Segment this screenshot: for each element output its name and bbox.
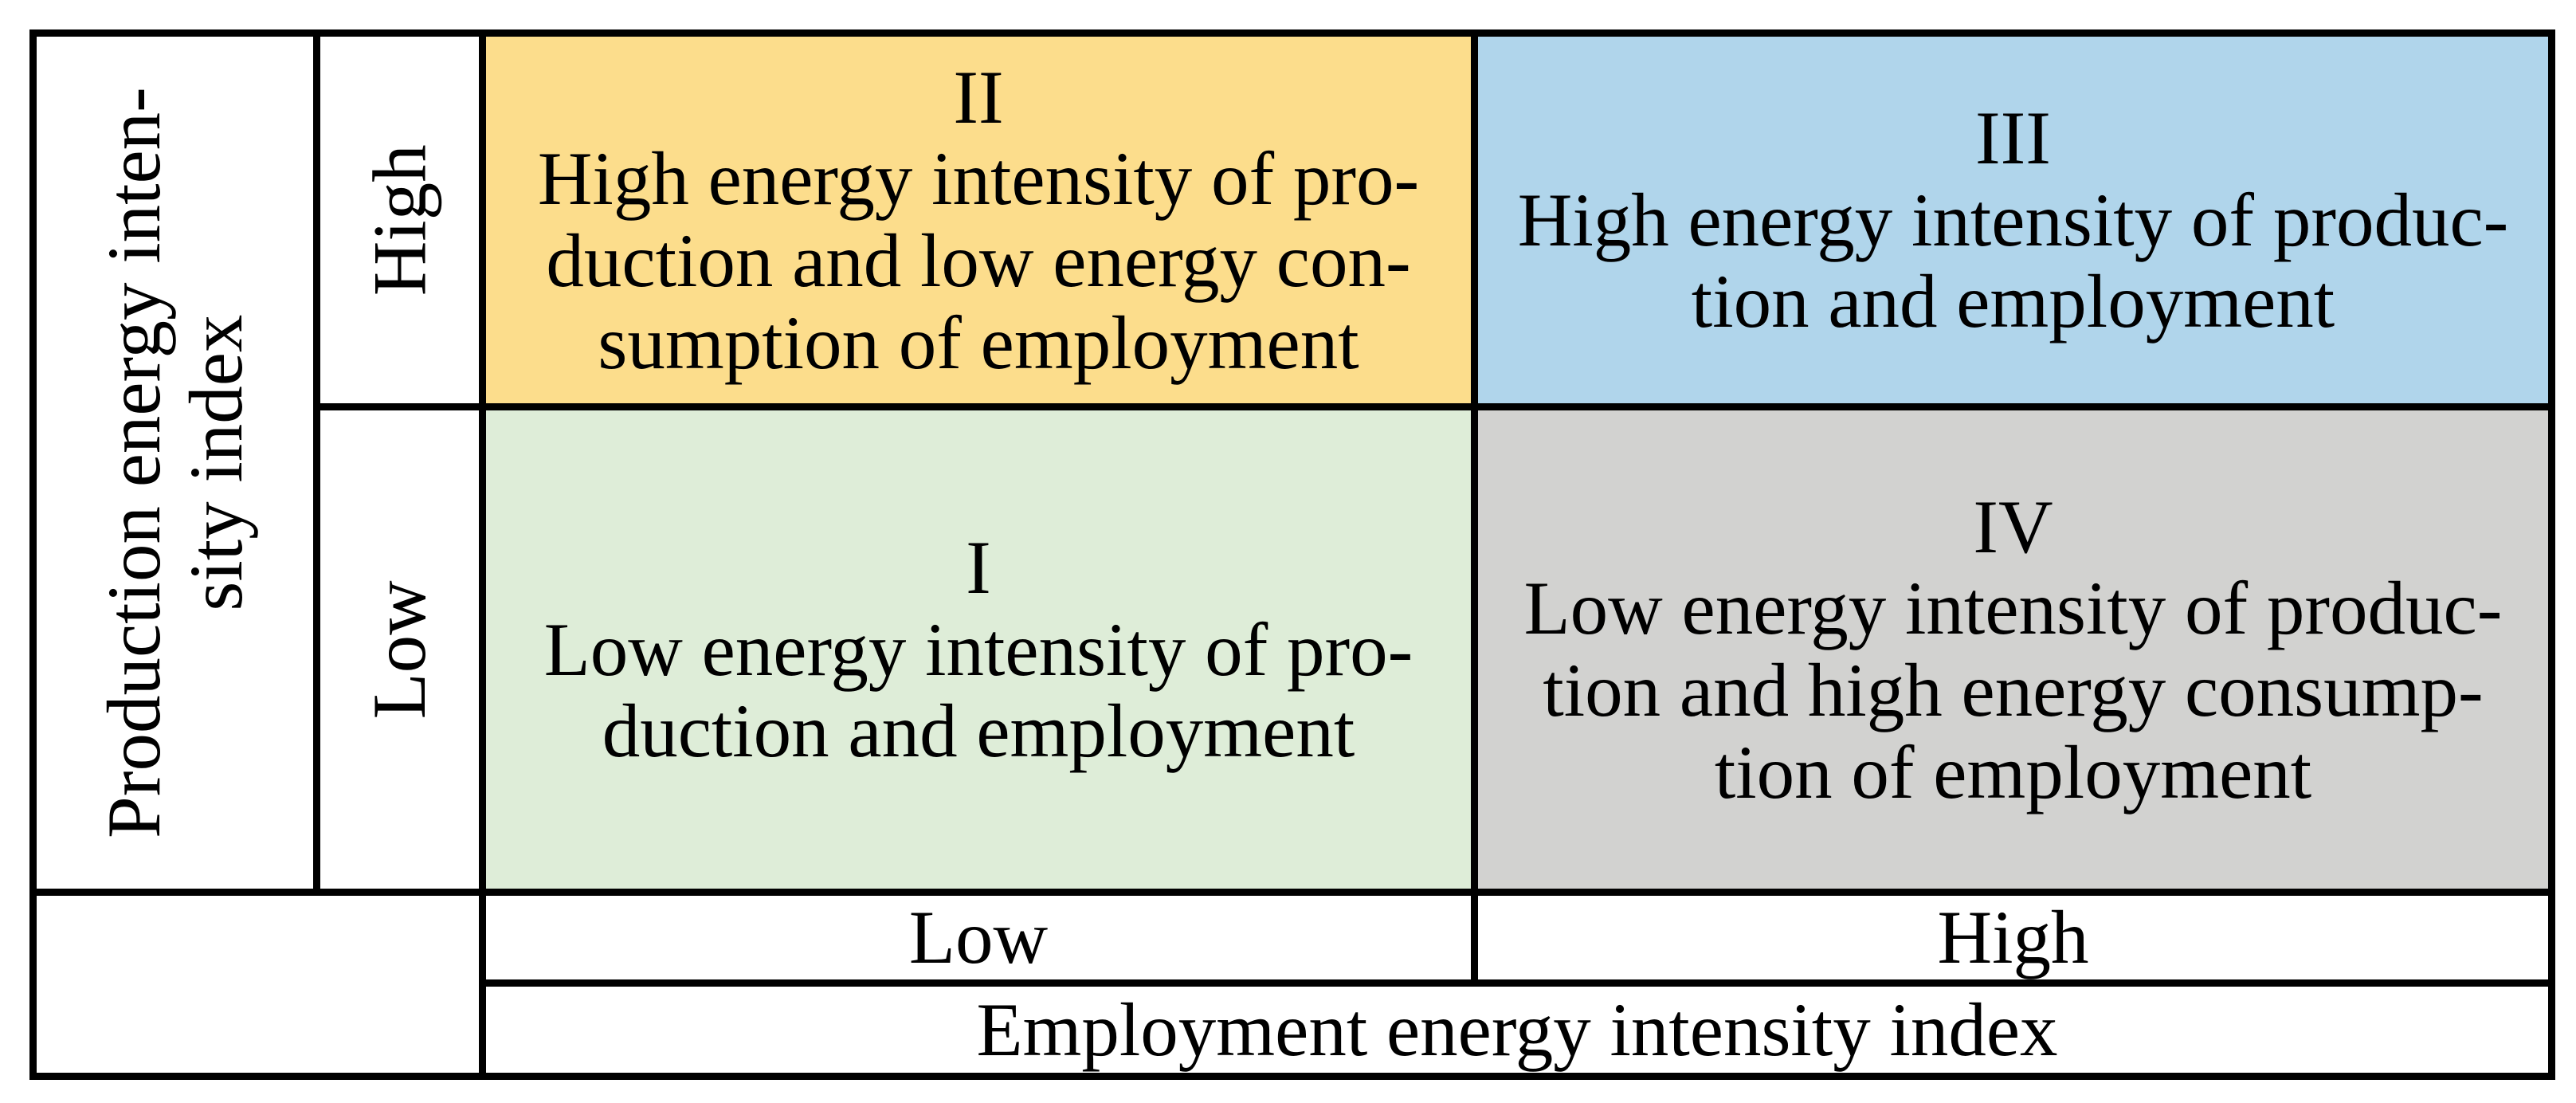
y-axis-title: Production energy inten- sity index — [91, 87, 258, 838]
y-axis-title-cell: Production energy inten- sity index — [37, 37, 313, 889]
quadrant-i-numeral: I — [966, 525, 991, 610]
quadrant-i-cell: I Low energy intensity of pro- duction a… — [486, 410, 1471, 889]
quadrant-matrix-table: Production energy inten- sity index High… — [29, 29, 2555, 1080]
quadrant-iv-numeral: IV — [1973, 484, 2053, 569]
quadrant-iv-cell: IV Low energy intensity of produc- tion … — [1478, 410, 2548, 889]
bottom-left-empty-cell — [37, 896, 479, 1073]
x-axis-title-cell: Employment energy intensity index — [486, 987, 2548, 1073]
x-axis-high-cell: High — [1478, 896, 2548, 979]
x-axis-low-cell: Low — [486, 896, 1471, 979]
y-axis-high-cell: High — [320, 37, 479, 403]
y-axis-low-cell: Low — [320, 410, 479, 889]
quadrant-iii-description: High energy intensity of produc- tion an… — [1517, 177, 2509, 344]
x-axis-low-label: Low — [908, 896, 1049, 979]
quadrant-ii-description: High energy intensity of pro- duction an… — [537, 136, 1420, 385]
y-axis-low-label: Low — [357, 579, 442, 720]
quadrant-ii-numeral: II — [953, 54, 1004, 139]
quadrant-iv-description: Low energy intensity of produc- tion and… — [1523, 566, 2503, 814]
y-axis-high-label: High — [357, 144, 442, 296]
quadrant-iii-cell: III High energy intensity of produc- tio… — [1478, 37, 2548, 403]
x-axis-high-label: High — [1937, 896, 2089, 979]
quadrant-i-description: Low energy intensity of pro- duction and… — [543, 606, 1413, 774]
quadrant-iii-numeral: III — [1975, 96, 2051, 181]
quadrant-ii-cell: II High energy intensity of pro- duction… — [486, 37, 1471, 403]
x-axis-title: Employment energy intensity index — [976, 987, 2058, 1072]
